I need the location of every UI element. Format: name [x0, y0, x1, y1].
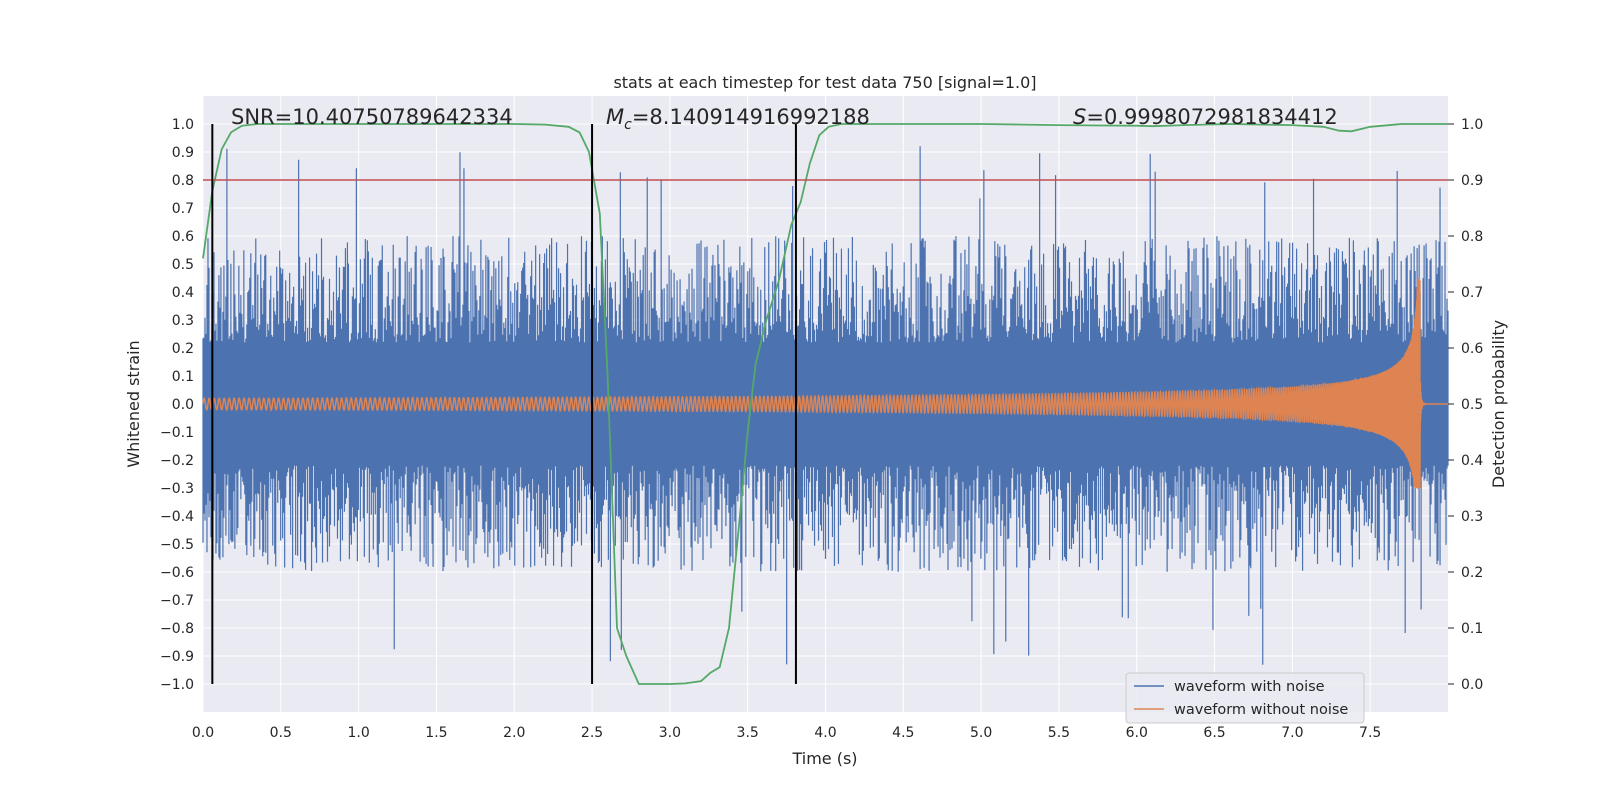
- x-tick-label: 1.0: [347, 725, 369, 741]
- y-right-tick-label: 0.9: [1461, 173, 1483, 189]
- x-tick-label: 3.0: [659, 725, 681, 741]
- snr-annotation: SNR=10.40750789642334: [231, 105, 513, 129]
- detection-probability-line: [202, 123, 1448, 685]
- y-tick-label: −0.5: [160, 537, 194, 553]
- y-tick-label: 0.6: [172, 229, 194, 245]
- x-tick-label: 2.5: [581, 725, 603, 741]
- y-right-tick-label: 0.6: [1461, 341, 1483, 357]
- x-tick-label: 2.0: [503, 725, 525, 741]
- x-tick-label: 6.5: [1203, 725, 1225, 741]
- legend-box: [1125, 672, 1365, 724]
- y-tick-label: 0.4: [172, 285, 194, 301]
- y-right-tick-label: 0.4: [1461, 453, 1483, 469]
- x-tick-label: 5.5: [1048, 725, 1070, 741]
- detection-probability-series: [202, 123, 1448, 685]
- tick-labels: 1.0 0.9 0.8 0.7 0.6 0.5 0.4 0.3 0.2 0.1 0.0 −0.1 −0.…: [160, 117, 1483, 741]
- x-tick-label: 7.5: [1359, 725, 1381, 741]
- chirp-mass-value: =8.140914916992188: [632, 105, 870, 129]
- y-right-tick-label: 0.1: [1461, 621, 1483, 637]
- y-tick-label: 0.9: [172, 145, 194, 161]
- x-tick-label: 0.0: [192, 725, 214, 741]
- s-value: =0.9998072981834412: [1086, 105, 1337, 129]
- s-annotation: S=0.9998072981834412: [1073, 105, 1338, 129]
- waveform-without-noise-series: [202, 278, 1448, 489]
- y-tick-label: 0.7: [172, 201, 194, 217]
- markers: [203, 124, 1448, 684]
- y-tick-label: 0.8: [172, 173, 194, 189]
- y-tick-label: 0.3: [172, 313, 194, 329]
- x-tick-label: 3.5: [737, 725, 759, 741]
- s-symbol: S: [1073, 105, 1086, 129]
- x-axis-label: Time (s): [791, 749, 857, 768]
- y-right-tick-label: 0.2: [1461, 565, 1483, 581]
- x-tick-label: 6.0: [1126, 725, 1148, 741]
- y-tick-label: −1.0: [160, 677, 194, 693]
- y-right-tick-label: 0.8: [1461, 229, 1483, 245]
- y-tick-label: −0.1: [160, 425, 194, 441]
- chart-title: stats at each timestep for test data 750…: [613, 73, 1036, 92]
- y-tick-label: 0.0: [172, 397, 194, 413]
- chirp-mass-annotation: Mc=8.140914916992188: [606, 105, 870, 133]
- y-right-tick-label: 1.0: [1461, 117, 1483, 133]
- chirp-mass-subscript: c: [624, 117, 632, 133]
- x-tick-label: 4.0: [814, 725, 836, 741]
- x-tick-label: 7.0: [1281, 725, 1303, 741]
- y-right-tick-label: 0.5: [1461, 397, 1483, 413]
- y-right-tick-label: 0.3: [1461, 509, 1483, 525]
- legend-label-waveform-without-noise: waveform without noise: [1174, 702, 1348, 718]
- x-tick-label: 0.5: [270, 725, 292, 741]
- y-tick-label: −0.7: [160, 593, 194, 609]
- x-tick-label: 5.0: [970, 725, 992, 741]
- waveform-without-noise-line: [202, 278, 1448, 489]
- y-tick-label: −0.3: [160, 481, 194, 497]
- legend: waveform with noise waveform without noi…: [1125, 672, 1365, 724]
- y-tick-label: −0.9: [160, 649, 194, 665]
- y-tick-label: −0.8: [160, 621, 194, 637]
- x-tick-label: 1.5: [425, 725, 447, 741]
- y-tick-label: −0.6: [160, 565, 194, 581]
- y-axis-right-label: Detection probability: [1489, 320, 1508, 488]
- y-right-tick-label: 0.7: [1461, 285, 1483, 301]
- y-tick-label: 1.0: [172, 117, 194, 133]
- y-axis-label: Whitened strain: [124, 340, 143, 467]
- y-tick-label: 0.1: [172, 369, 194, 385]
- y-tick-label: 0.2: [172, 341, 194, 357]
- y-right-tick-label: 0.0: [1461, 677, 1483, 693]
- y-tick-label: −0.2: [160, 453, 194, 469]
- chirp-mass-symbol: M: [606, 105, 624, 129]
- x-tick-label: 4.5: [892, 725, 914, 741]
- y-tick-label: −0.4: [160, 509, 194, 525]
- y-tick-label: 0.5: [172, 257, 194, 273]
- legend-label-waveform-with-noise: waveform with noise: [1174, 679, 1325, 695]
